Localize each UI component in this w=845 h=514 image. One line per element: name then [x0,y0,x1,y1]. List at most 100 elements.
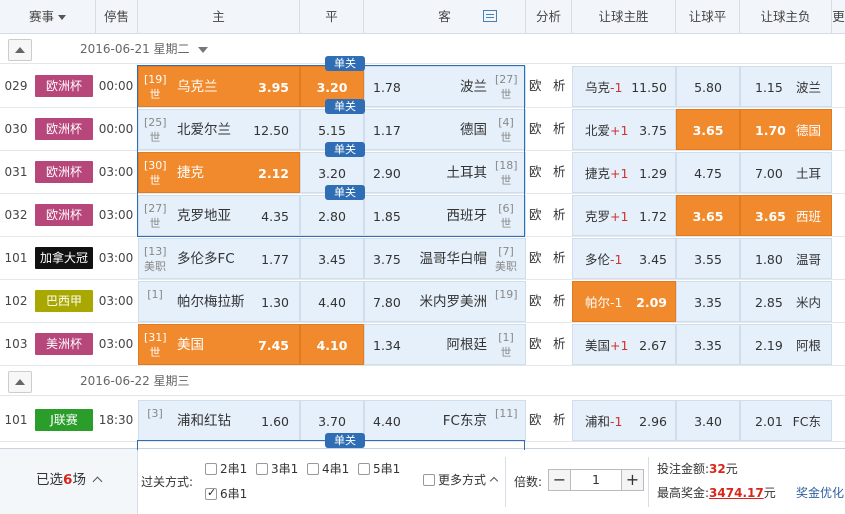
multiple-input[interactable]: 1 [592,472,600,487]
home-win-cell[interactable]: [13] 美职 多伦多FC 1.77 [138,238,300,279]
handicap-win-cell[interactable]: 北爱+1 3.75 [572,109,676,150]
more-options[interactable]: 更多方式 [423,471,499,488]
analysis-link[interactable]: 析 [553,164,566,179]
handicap-lose-cell[interactable]: 2.85 米内 [740,281,832,322]
option-3x1[interactable]: 3串1 [256,460,298,477]
handicap-draw-cell[interactable]: 3.40 [676,400,740,441]
odds-link[interactable]: 欧 [529,207,542,222]
home-win-cell[interactable]: [30] 世捷克 2.12 [138,152,300,193]
odds-link[interactable]: 欧 [529,78,542,93]
prize-optimize-link[interactable]: 奖金优化 [796,486,845,500]
away-win-cell[interactable]: 7.80 米内罗美洲 [19] [364,281,526,322]
plus-button[interactable]: + [621,470,643,490]
odds-link[interactable]: 欧 [529,336,542,351]
option-5x1[interactable]: 5串1 [358,460,400,477]
league-badge[interactable]: 欧洲杯 [35,75,93,97]
handicap-win-cell[interactable]: 美国+1 2.67 [572,324,676,365]
away-win-cell[interactable]: 4.40 FC东京 [11] [364,400,526,441]
home-win-cell[interactable]: [1] 帕尔梅拉斯 1.30 [138,281,300,322]
league-badge[interactable]: 巴西甲 [35,290,93,312]
away-win-cell[interactable]: 1.17 德国 [4] 世 [364,109,526,150]
away-win-cell[interactable]: 1.34 阿根廷 [1] 世 [364,324,526,365]
league-badge[interactable]: J联赛 [35,409,93,431]
match-row: 101 J联赛 18:30 [3] 浦和红钻 1.60 3.70 4.40 FC东京 [11] 欧析… [0,399,845,442]
handicap-draw-cell[interactable]: 3.55 [676,238,740,279]
draw-cell[interactable]: 4.40 [300,281,364,322]
handicap-win-cell[interactable]: 乌克-1 11.50 [572,66,676,107]
handicap-draw-cell[interactable]: 4.75 [676,152,740,193]
handicap-team: 浦和-1 [585,414,623,429]
handicap-draw-cell[interactable]: 3.65 [676,195,740,236]
handicap-lose-cell[interactable]: 1.15 波兰 [740,66,832,107]
handicap-lose-cell[interactable]: 2.19 阿根 [740,324,832,365]
away-win-cell[interactable]: 2.90 土耳其 [18] 世 [364,152,526,193]
handicap-draw-cell[interactable]: 3.65 [676,109,740,150]
home-team: 克罗地亚 [177,208,231,224]
league-badge[interactable]: 欧洲杯 [35,118,93,140]
handicap-draw-cell[interactable]: 3.35 [676,324,740,365]
handicap-draw-odds: 4.75 [694,166,722,181]
league-badge[interactable]: 欧洲杯 [35,161,93,183]
draw-cell[interactable]: 2.80 [300,195,364,236]
away-win-cell[interactable]: 1.78 波兰 [27] 世 [364,66,526,107]
handicap-draw-cell[interactable]: 5.80 [676,66,740,107]
handicap-win-cell[interactable]: 克罗+1 1.72 [572,195,676,236]
handicap-win-cell[interactable]: 帕尔-1 2.09 [572,281,676,322]
away-team: 米内罗美洲 [419,294,488,310]
odds-link[interactable]: 欧 [529,164,542,179]
collapse-button[interactable] [8,371,32,393]
analysis-link[interactable]: 析 [553,78,566,93]
list-icon[interactable] [483,10,497,22]
draw-cell[interactable]: 4.10 [300,324,364,365]
draw-odds: 4.10 [316,338,348,353]
match-number: 032 [4,208,28,222]
away-odds: 4.40 [373,414,401,429]
collapse-button[interactable] [8,39,32,61]
match-number: 029 [4,79,28,93]
away-win-cell[interactable]: 3.75 温哥华白帽 [7] 美职 [364,238,526,279]
analysis-link[interactable]: 析 [553,293,566,308]
analysis-link[interactable]: 析 [553,207,566,222]
match-number: 031 [4,165,28,179]
handicap-lose-cell[interactable]: 1.70 德国 [740,109,832,150]
option-6x1[interactable]: 6串1 [205,485,247,502]
minus-button[interactable]: − [549,470,571,490]
home-win-cell[interactable]: [25] 世北爱尔兰 12.50 [138,109,300,150]
away-win-cell[interactable]: 1.85 西班牙 [6] 世 [364,195,526,236]
handicap-win-cell[interactable]: 浦和-1 2.96 [572,400,676,441]
odds-link[interactable]: 欧 [529,121,542,136]
chevron-down-icon[interactable] [197,46,208,53]
home-win-cell[interactable]: [19] 世乌克兰 3.95 [138,66,300,107]
handicap-lose-odds: 2.01 [755,414,783,429]
draw-odds: 3.70 [318,414,346,429]
handicap-lose-cell[interactable]: 2.01 FC东 [740,400,832,441]
analysis-link[interactable]: 析 [553,336,566,351]
home-team: 北爱尔兰 [177,122,231,138]
handicap-lose-cell[interactable]: 7.00 土耳 [740,152,832,193]
handicap-draw-cell[interactable]: 3.35 [676,281,740,322]
option-2x1[interactable]: 2串1 [205,460,247,477]
option-4x1[interactable]: 4串1 [307,460,349,477]
odds-link[interactable]: 欧 [529,412,542,427]
home-win-cell[interactable]: [27] 世克罗地亚 4.35 [138,195,300,236]
league-badge[interactable]: 加拿大冠 [35,247,93,269]
handicap-lose-odds: 2.19 [755,338,783,353]
handicap-lose-cell[interactable]: 3.65 西班 [740,195,832,236]
odds-link[interactable]: 欧 [529,250,542,265]
home-win-cell[interactable]: [3] 浦和红钻 1.60 [138,400,300,441]
analysis-link[interactable]: 析 [553,250,566,265]
header-event[interactable]: 赛事 [0,0,96,34]
analysis-link[interactable]: 析 [553,412,566,427]
home-win-cell[interactable]: [31] 世美国 7.45 [138,324,300,365]
checkbox-icon [423,474,435,486]
handicap-lose-cell[interactable]: 1.80 温哥 [740,238,832,279]
selected-toggle[interactable]: 已选6场 [0,449,138,514]
draw-cell[interactable]: 3.45 [300,238,364,279]
handicap-team: 帕尔-1 [585,295,623,310]
handicap-win-cell[interactable]: 捷克+1 1.29 [572,152,676,193]
analysis-link[interactable]: 析 [553,121,566,136]
odds-link[interactable]: 欧 [529,293,542,308]
handicap-win-cell[interactable]: 多伦-1 3.45 [572,238,676,279]
league-badge[interactable]: 美洲杯 [35,333,93,355]
league-badge[interactable]: 欧洲杯 [35,204,93,226]
